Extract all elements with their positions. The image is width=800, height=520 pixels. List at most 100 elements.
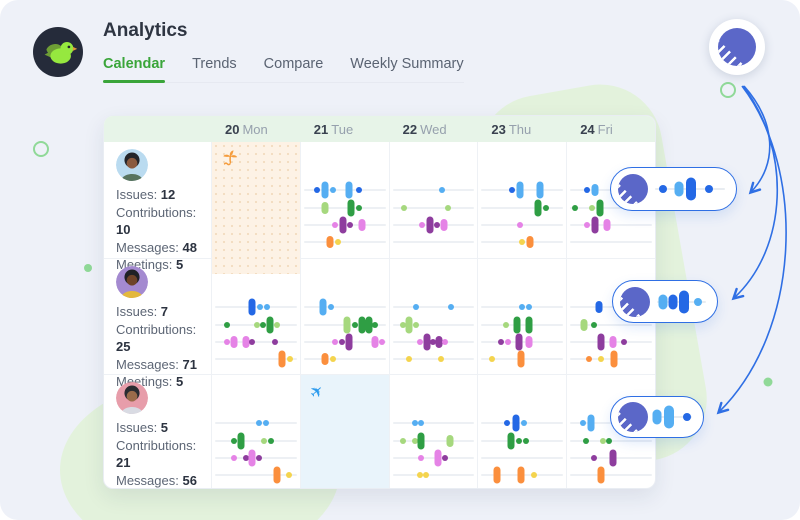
activity-mark [531, 472, 538, 478]
activity-mark [517, 466, 525, 484]
arrow-to-callout-1 [743, 85, 771, 195]
tab-weekly-summary[interactable]: Weekly Summary [350, 56, 464, 72]
stat-value: 25 [116, 339, 131, 354]
activity-mark [248, 449, 256, 467]
ball-stripes [620, 295, 641, 317]
activity-mark [343, 316, 351, 334]
calendar-cell-thu [477, 375, 566, 488]
day-name: Mon [242, 121, 268, 137]
activity-mark [329, 356, 336, 362]
activity-mark [231, 438, 237, 444]
activity-mark [679, 290, 689, 313]
day-number: 22 [402, 121, 418, 137]
stat-value: 5 [160, 420, 169, 435]
activity-mark [418, 222, 425, 228]
day-header-tue: 21 Tue [300, 122, 389, 137]
activity-mark [504, 420, 511, 426]
activity-mark [587, 414, 595, 432]
ring-decoration [720, 82, 736, 98]
user-menu-button[interactable] [709, 19, 765, 75]
member-stat: Messages: 56 [116, 472, 207, 489]
activity-mark [515, 333, 523, 351]
tab-compare[interactable]: Compare [263, 56, 324, 72]
activity-mark [526, 236, 534, 248]
activity-mark [417, 420, 424, 426]
tab-bar: Calendar Trends Compare Weekly Summary [103, 56, 464, 83]
activity-mark [536, 181, 544, 199]
activity-mark [358, 316, 366, 334]
member-avatar [116, 266, 148, 298]
member-info-cell: Issues: 12 Contributions: 10 Messages: 48 M… [104, 142, 211, 274]
activity-mark [329, 187, 336, 193]
activity-mark [339, 216, 347, 234]
member-stat: Contributions: 21 [116, 437, 207, 472]
activity-mark [371, 336, 379, 348]
arrow-to-callout-2 [731, 85, 778, 301]
calendar-cell-thu [477, 259, 566, 391]
activity-mark [509, 187, 516, 193]
palm-tree-icon [221, 149, 239, 172]
calendar-cell-wed [388, 375, 478, 488]
activity-mark [435, 336, 443, 348]
activity-mark [358, 219, 366, 231]
activity-mark [256, 455, 262, 461]
activity-mark [411, 420, 418, 426]
tab-trends[interactable]: Trends [192, 56, 237, 72]
activity-mark [230, 336, 238, 348]
activity-mark [493, 466, 501, 484]
activity-mark [378, 339, 385, 345]
activity-mark [416, 472, 423, 478]
stat-label: Messages: [116, 472, 183, 488]
activity-mark [260, 322, 266, 328]
member-stat: Contributions: 10 [116, 204, 207, 239]
member-avatar [116, 149, 148, 181]
activity-mark [586, 356, 593, 362]
activity-mark [597, 466, 605, 484]
stat-label: Contributions: [116, 204, 197, 220]
activity-mark [591, 216, 599, 234]
activity-mark [400, 205, 407, 211]
stat-label: Issues: [116, 420, 161, 435]
activity-mark [346, 222, 353, 228]
activity-mark [411, 438, 418, 444]
calendar-cell-mon [211, 375, 300, 488]
activity-mark [519, 304, 526, 310]
activity-mark [426, 216, 434, 234]
stat-value: 71 [182, 356, 197, 372]
activity-mark [513, 316, 521, 334]
activity-mark [399, 322, 406, 328]
activity-mark [437, 356, 444, 362]
activity-mark [274, 322, 280, 328]
stat-label: Issues: [116, 304, 161, 319]
tab-calendar[interactable]: Calendar [103, 56, 166, 83]
activity-mark [345, 181, 353, 199]
activity-mark [517, 222, 524, 228]
activity-mark [355, 187, 362, 193]
day-header-wed: 22 Wed [389, 122, 478, 137]
activity-mark [489, 356, 496, 362]
day-number: 24 [580, 121, 595, 137]
activity-mark [417, 455, 424, 461]
activity-mark [405, 316, 413, 334]
activity-mark [261, 438, 267, 444]
stat-value: 12 [160, 187, 176, 202]
activity-mark [365, 316, 373, 334]
activity-mark [606, 438, 613, 444]
activity-mark [512, 414, 520, 432]
ring-decoration [33, 141, 49, 157]
activity-mark [446, 435, 454, 447]
member-avatar [116, 382, 148, 414]
calendar-header-row: 20 Mon 21 Tue 22 Wed 23 Thu 24 Fri [104, 116, 655, 142]
activity-mark [659, 185, 667, 193]
stat-value: 21 [116, 455, 131, 470]
activity-mark [521, 420, 528, 426]
stat-value: 56 [182, 472, 197, 488]
activity-mark [609, 336, 617, 348]
green-bird-logo-icon[interactable] [33, 27, 83, 77]
activity-mark [371, 322, 378, 328]
activity-mark [338, 339, 345, 345]
activity-mark [399, 438, 406, 444]
activity-mark [321, 353, 329, 365]
member-row-1: Issues: 12 Contributions: 10 Messages: 48 M… [104, 142, 655, 274]
